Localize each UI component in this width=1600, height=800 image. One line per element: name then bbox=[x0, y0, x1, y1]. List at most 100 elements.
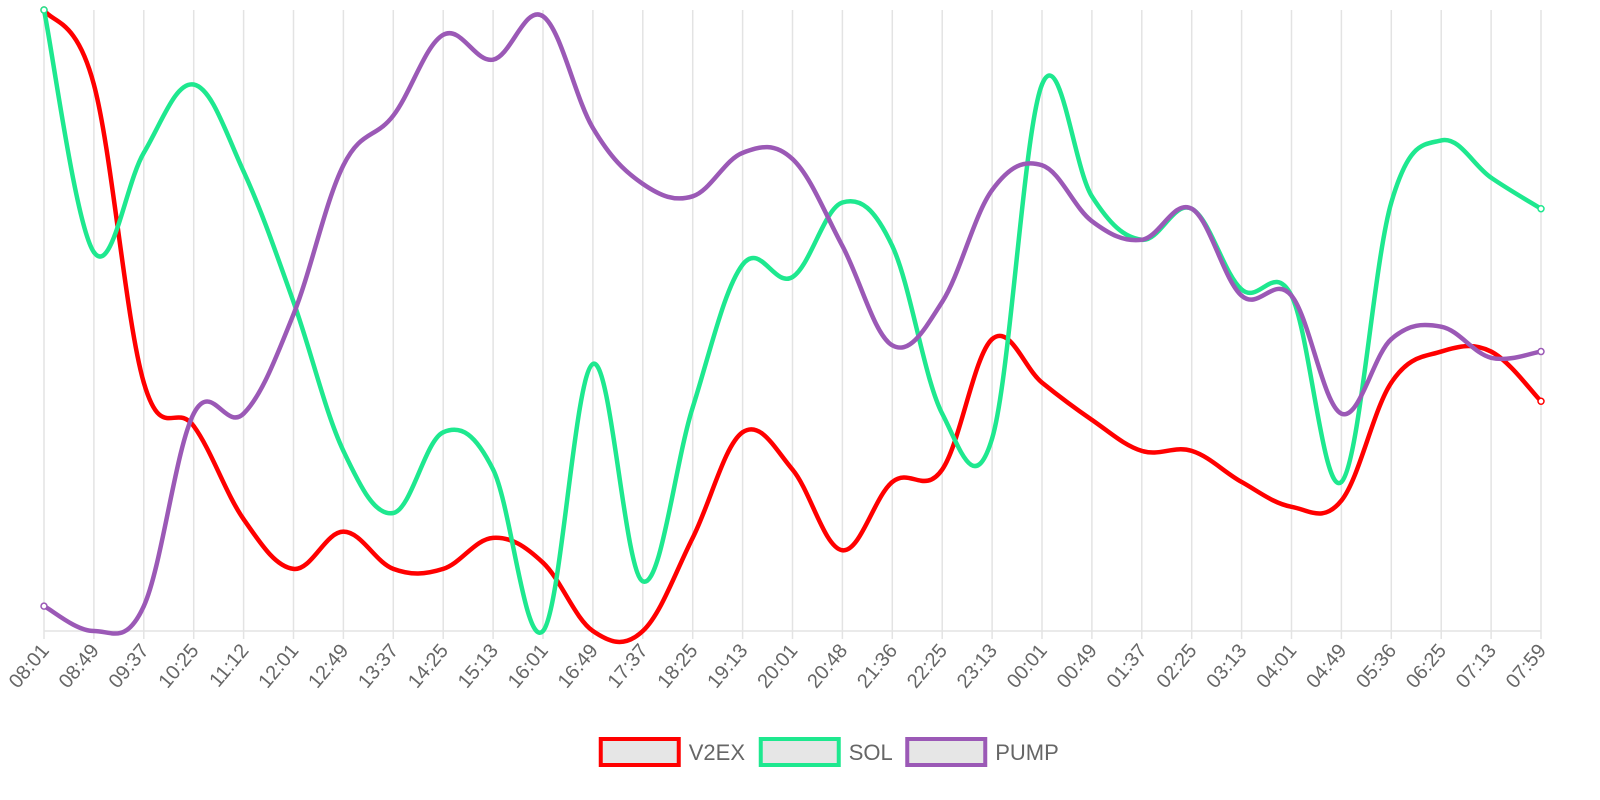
legend-item-sol[interactable]: SOL bbox=[758, 737, 893, 767]
data-point-v2ex[interactable] bbox=[191, 424, 196, 429]
data-point-sol[interactable] bbox=[40, 6, 48, 14]
data-point-v2ex[interactable] bbox=[1189, 448, 1194, 453]
data-point-pump[interactable] bbox=[690, 194, 695, 199]
data-point-v2ex[interactable] bbox=[690, 535, 695, 540]
data-point-v2ex[interactable] bbox=[790, 467, 795, 472]
data-point-pump[interactable] bbox=[1139, 237, 1144, 242]
series-line-pump bbox=[41, 12, 1544, 636]
data-point-sol[interactable] bbox=[1439, 138, 1444, 143]
data-point-v2ex[interactable] bbox=[1537, 397, 1545, 405]
data-point-sol[interactable] bbox=[590, 361, 595, 366]
data-point-pump[interactable] bbox=[640, 181, 645, 186]
data-point-sol[interactable] bbox=[740, 262, 745, 267]
data-point-pump[interactable] bbox=[940, 299, 945, 304]
data-point-pump[interactable] bbox=[790, 157, 795, 162]
data-point-pump[interactable] bbox=[1239, 293, 1244, 298]
data-point-v2ex[interactable] bbox=[241, 517, 246, 522]
data-point-sol[interactable] bbox=[391, 511, 396, 516]
x-tick-label: 09:37 bbox=[105, 640, 154, 692]
x-tick-label: 13:37 bbox=[354, 640, 403, 692]
data-point-pump[interactable] bbox=[1189, 206, 1194, 211]
data-point-sol[interactable] bbox=[840, 200, 845, 205]
data-point-pump[interactable] bbox=[1439, 324, 1444, 329]
data-point-v2ex[interactable] bbox=[1389, 380, 1394, 385]
data-point-pump[interactable] bbox=[341, 163, 346, 168]
data-point-pump[interactable] bbox=[1489, 355, 1494, 360]
data-point-sol[interactable] bbox=[1389, 200, 1394, 205]
data-point-sol[interactable] bbox=[1537, 204, 1545, 213]
data-point-sol[interactable] bbox=[91, 250, 96, 255]
legend: V2EX SOL PUMP bbox=[598, 737, 1059, 767]
data-point-pump[interactable] bbox=[1537, 347, 1545, 356]
data-point-sol[interactable] bbox=[1489, 175, 1494, 180]
data-point-sol[interactable] bbox=[790, 275, 795, 280]
data-point-sol[interactable] bbox=[1239, 287, 1244, 292]
x-tick-label: 19:13 bbox=[703, 640, 752, 692]
data-point-pump[interactable] bbox=[990, 188, 995, 193]
data-point-v2ex[interactable] bbox=[1040, 380, 1044, 385]
data-point-v2ex[interactable] bbox=[1239, 479, 1244, 484]
data-point-v2ex[interactable] bbox=[391, 566, 396, 571]
x-tick-label: 21:36 bbox=[853, 640, 902, 692]
data-point-v2ex[interactable] bbox=[1139, 448, 1144, 453]
data-point-pump[interactable] bbox=[541, 14, 545, 19]
data-point-v2ex[interactable] bbox=[491, 535, 496, 540]
data-point-v2ex[interactable] bbox=[940, 467, 945, 472]
data-point-v2ex[interactable] bbox=[740, 430, 745, 435]
data-point-pump[interactable] bbox=[740, 150, 745, 155]
data-point-v2ex[interactable] bbox=[1439, 349, 1444, 354]
data-point-v2ex[interactable] bbox=[640, 629, 645, 633]
data-point-sol[interactable] bbox=[441, 430, 446, 435]
data-point-pump[interactable] bbox=[141, 604, 146, 609]
data-point-sol[interactable] bbox=[541, 629, 545, 633]
data-point-v2ex[interactable] bbox=[1089, 417, 1094, 422]
data-point-pump[interactable] bbox=[191, 411, 196, 416]
data-point-pump[interactable] bbox=[91, 629, 96, 633]
data-point-sol[interactable] bbox=[241, 169, 246, 174]
x-tick-label: 16:49 bbox=[554, 640, 603, 692]
data-point-v2ex[interactable] bbox=[341, 529, 346, 534]
data-point-v2ex[interactable] bbox=[141, 380, 146, 385]
data-point-pump[interactable] bbox=[590, 125, 595, 130]
data-point-sol[interactable] bbox=[890, 243, 895, 248]
data-point-sol[interactable] bbox=[491, 467, 496, 472]
data-point-sol[interactable] bbox=[291, 299, 296, 304]
data-point-v2ex[interactable] bbox=[890, 479, 895, 484]
data-point-pump[interactable] bbox=[1089, 219, 1094, 224]
data-point-v2ex[interactable] bbox=[590, 629, 595, 633]
data-point-v2ex[interactable] bbox=[291, 566, 296, 571]
data-point-v2ex[interactable] bbox=[990, 337, 995, 342]
data-point-pump[interactable] bbox=[441, 32, 446, 37]
data-point-v2ex[interactable] bbox=[441, 566, 446, 571]
data-point-sol[interactable] bbox=[640, 579, 645, 584]
data-point-sol[interactable] bbox=[341, 448, 346, 453]
data-point-pump[interactable] bbox=[840, 243, 845, 248]
data-point-v2ex[interactable] bbox=[1489, 349, 1494, 354]
data-point-pump[interactable] bbox=[291, 312, 296, 317]
data-point-sol[interactable] bbox=[690, 405, 695, 410]
data-point-v2ex[interactable] bbox=[541, 560, 545, 565]
data-point-pump[interactable] bbox=[1289, 293, 1294, 298]
data-point-pump[interactable] bbox=[890, 343, 895, 348]
data-point-pump[interactable] bbox=[391, 113, 396, 118]
data-point-pump[interactable] bbox=[491, 57, 496, 62]
data-point-sol[interactable] bbox=[191, 82, 196, 87]
data-point-v2ex[interactable] bbox=[1339, 498, 1344, 503]
data-point-sol[interactable] bbox=[940, 411, 945, 416]
data-point-sol[interactable] bbox=[990, 436, 995, 441]
data-point-pump[interactable] bbox=[1339, 411, 1344, 416]
data-point-sol[interactable] bbox=[1040, 82, 1044, 87]
data-point-pump[interactable] bbox=[1389, 337, 1394, 342]
data-point-v2ex[interactable] bbox=[1289, 504, 1294, 509]
legend-item-pump[interactable]: PUMP bbox=[905, 737, 1059, 767]
data-point-sol[interactable] bbox=[141, 150, 146, 155]
data-point-pump[interactable] bbox=[1040, 163, 1044, 168]
data-point-sol[interactable] bbox=[1089, 194, 1094, 199]
data-point-pump[interactable] bbox=[241, 411, 246, 416]
data-point-v2ex[interactable] bbox=[840, 548, 845, 553]
legend-item-v2ex[interactable]: V2EX bbox=[598, 737, 746, 767]
data-point-sol[interactable] bbox=[1339, 479, 1344, 484]
data-point-pump[interactable] bbox=[40, 602, 48, 610]
data-point-v2ex[interactable] bbox=[91, 82, 96, 87]
